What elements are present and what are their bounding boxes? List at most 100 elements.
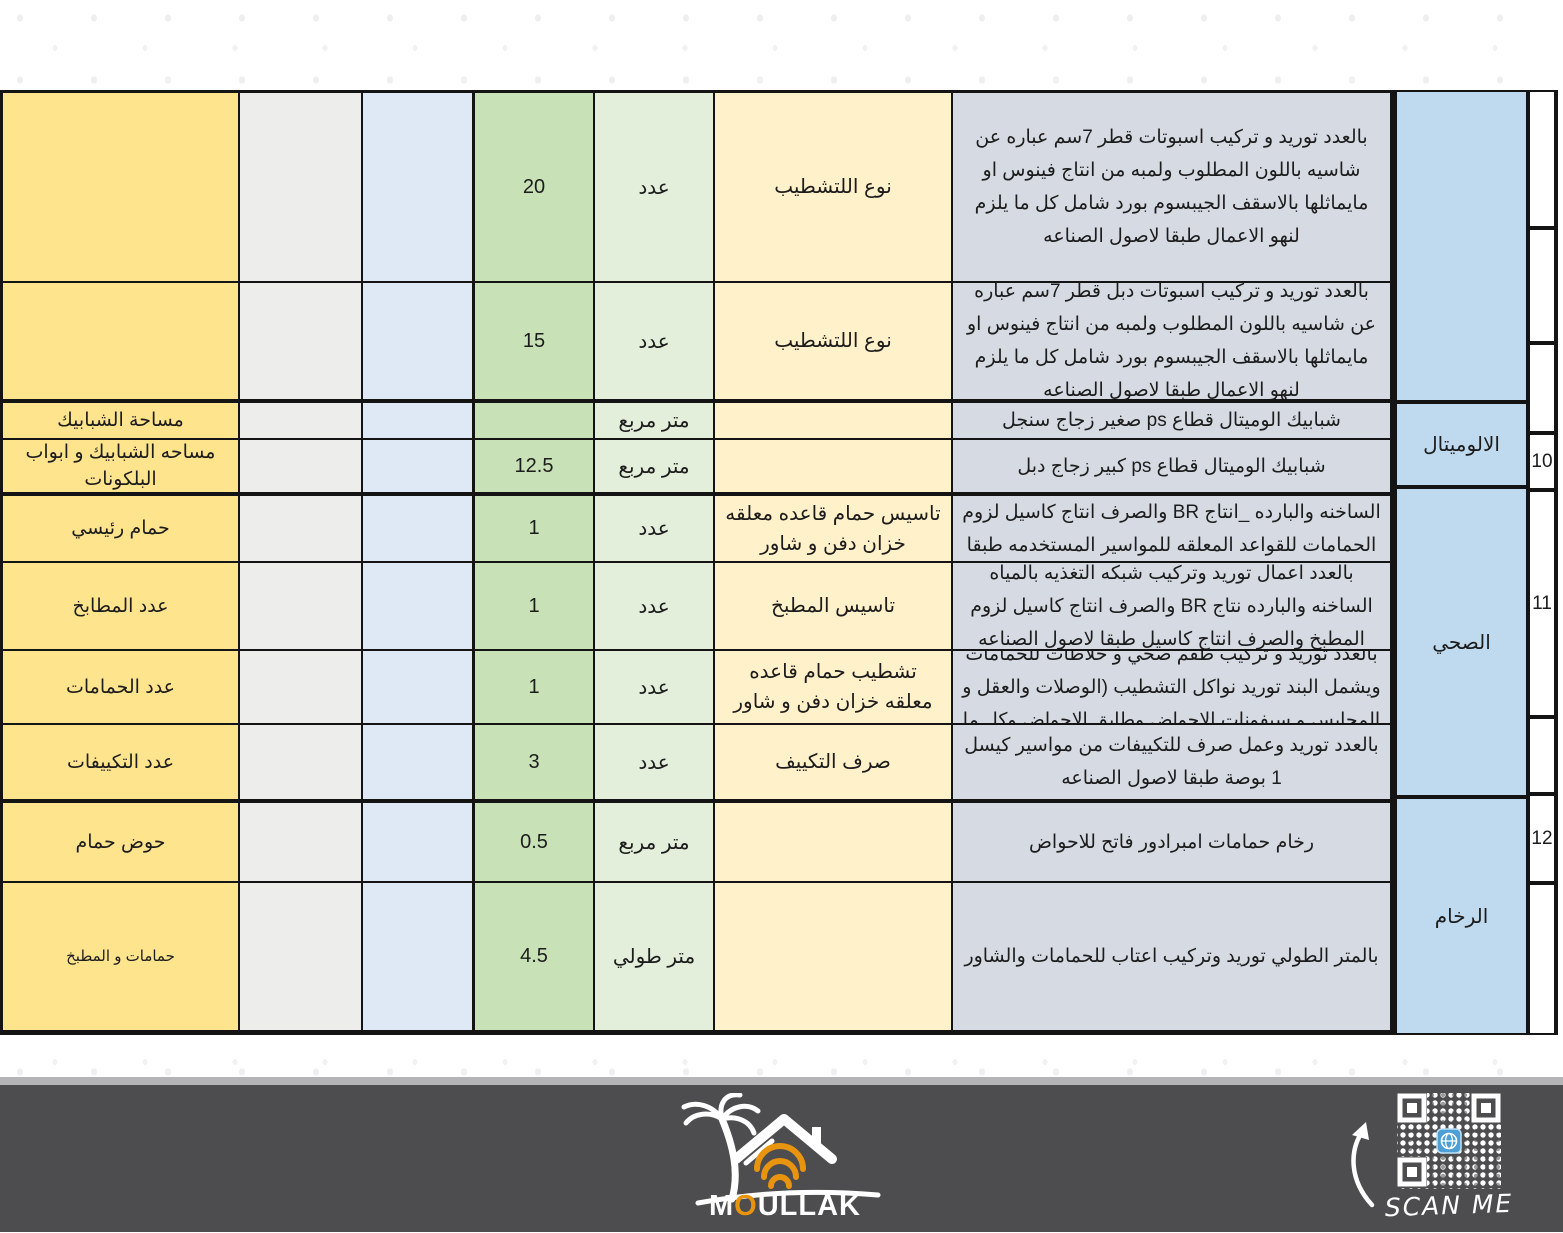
- quantity-cell: 4.5: [475, 883, 595, 1032]
- empty-cell: [363, 93, 475, 283]
- quantity-cell: [475, 403, 595, 440]
- item-label-cell: [3, 93, 240, 283]
- house-roof-icon: [731, 1114, 837, 1166]
- empty-cell: [240, 725, 363, 803]
- index-cell-10: 10: [1528, 433, 1558, 490]
- item-type-cell: [715, 883, 953, 1032]
- unit-cell: عدد: [595, 93, 715, 283]
- wifi-icon: [754, 1143, 806, 1189]
- scan-me-label: SCAN ME: [1384, 1188, 1514, 1223]
- brand-letters: ULLAK: [757, 1190, 861, 1222]
- quantity-cell: 12.5: [475, 440, 595, 496]
- description-cell: بالمتر الطولي توريد وتركيب اعتاب للحماما…: [953, 883, 1392, 1032]
- moullak-logo: MOULLAK: [660, 1092, 910, 1228]
- unit-cell: عدد: [595, 283, 715, 403]
- item-label-cell: حمامات و المطبخ: [3, 883, 240, 1032]
- empty-cell: [363, 403, 475, 440]
- arrow-icon: [1351, 1122, 1375, 1208]
- description-cell: شبابيك الوميتال قطاع ps كبير زجاج دبل: [953, 440, 1392, 496]
- description-cell: بالعدد اعمال توريد وتركيب شبكه التغذيه ب…: [953, 496, 1392, 563]
- unit-cell: عدد: [595, 563, 715, 651]
- quantity-cell: 1: [475, 563, 595, 651]
- unit-cell: متر مربع: [595, 803, 715, 883]
- description-cell: شبابيك الوميتال قطاع ps صغير زجاج سنجل: [953, 403, 1392, 440]
- item-type-cell: تاسيس المطبخ: [715, 563, 953, 651]
- item-label-cell: [3, 283, 240, 403]
- category-cell: [1395, 90, 1528, 402]
- index-cell: [1528, 228, 1558, 343]
- category-cell-sanitary: الصحي: [1395, 487, 1528, 797]
- empty-cell: [240, 496, 363, 563]
- qr-code-icon: [1397, 1093, 1501, 1189]
- category-cell-marble: الرخام: [1395, 797, 1528, 1035]
- empty-cell: [240, 93, 363, 283]
- quantity-cell: 1: [475, 651, 595, 725]
- item-type-cell: صرف التكييف: [715, 725, 953, 803]
- index-cell: [1528, 717, 1558, 794]
- item-label-cell: عدد الحمامات: [3, 651, 240, 725]
- description-cell: بالعدد توريد و تركيب طقم صحي و خلاطات لل…: [953, 651, 1392, 725]
- boq-table: 20 عدد نوع اللتشطيب بالعدد توريد و تركيب…: [0, 90, 1395, 1035]
- item-label-cell: حمام رئيسي: [3, 496, 240, 563]
- category-cell-aluminum: الالوميتال: [1395, 402, 1528, 487]
- empty-cell: [363, 563, 475, 651]
- item-label-cell: عدد المطابخ: [3, 563, 240, 651]
- qr-finder-patterns: [1397, 1093, 1501, 1187]
- empty-cell: [240, 803, 363, 883]
- description-cell: بالعدد توريد وعمل صرف للتكييفات من مواسي…: [953, 725, 1392, 803]
- index-cell: [1528, 343, 1558, 433]
- empty-cell: [363, 496, 475, 563]
- quantity-cell: 15: [475, 283, 595, 403]
- empty-cell: [363, 651, 475, 725]
- item-type-cell: تشطيب حمام قاعده معلقه خزان دفن و شاور: [715, 651, 953, 725]
- unit-cell: عدد: [595, 725, 715, 803]
- item-label-cell: مساحة الشبابيك: [3, 403, 240, 440]
- unit-cell: متر مربع: [595, 403, 715, 440]
- empty-cell: [363, 883, 475, 1032]
- empty-cell: [363, 725, 475, 803]
- unit-cell: عدد: [595, 496, 715, 563]
- item-type-cell: نوع اللتشطيب: [715, 283, 953, 403]
- unit-cell: متر طولي: [595, 883, 715, 1032]
- item-type-cell: نوع اللتشطيب: [715, 93, 953, 283]
- globe-icon: [1436, 1128, 1462, 1154]
- description-cell: بالعدد توريد و تركيب اسبوتات دبل قطر 7سم…: [953, 283, 1392, 403]
- empty-cell: [240, 651, 363, 725]
- empty-cell: [363, 803, 475, 883]
- index-cell-11: 11: [1528, 490, 1558, 717]
- quantity-cell: 0.5: [475, 803, 595, 883]
- logo-graphic-icon: [681, 1092, 881, 1206]
- qr-code-block: SCAN ME: [1383, 1091, 1515, 1229]
- empty-cell: [363, 440, 475, 496]
- quantity-cell: 20: [475, 93, 595, 283]
- footer-bar: MOULLAK: [0, 1085, 1563, 1232]
- index-cell-12: 12: [1528, 794, 1558, 883]
- item-type-cell: تاسيس حمام قاعده معلقه خزان دفن و شاور: [715, 496, 953, 563]
- unit-cell: عدد: [595, 651, 715, 725]
- empty-cell: [363, 283, 475, 403]
- index-cell: [1528, 883, 1558, 1035]
- item-type-cell: [715, 440, 953, 496]
- description-cell: بالعدد توريد و تركيب اسبوتات قطر 7سم عبا…: [953, 93, 1392, 283]
- footer-top-strip: [0, 1077, 1563, 1085]
- brand-name: MOULLAK: [660, 1190, 910, 1223]
- description-cell: بالعدد اعمال توريد وتركيب شبكه التغذيه ب…: [953, 563, 1392, 651]
- item-label-cell: حوض حمام: [3, 803, 240, 883]
- quantity-cell: 1: [475, 496, 595, 563]
- empty-cell: [240, 403, 363, 440]
- unit-cell: متر مربع: [595, 440, 715, 496]
- empty-cell: [240, 563, 363, 651]
- item-label-cell: عدد التكييفات: [3, 725, 240, 803]
- brand-letter: M: [709, 1190, 735, 1222]
- brand-letter-o: O: [734, 1190, 758, 1222]
- empty-cell: [240, 440, 363, 496]
- ground-swoosh: [695, 1189, 881, 1206]
- item-label-cell: مساحه الشبابيك و ابواب البلكونات: [3, 440, 240, 496]
- index-cell: [1528, 90, 1558, 228]
- item-type-cell: [715, 803, 953, 883]
- quantity-cell: 3: [475, 725, 595, 803]
- item-type-cell: [715, 403, 953, 440]
- empty-cell: [240, 283, 363, 403]
- description-cell: رخام حمامات امبرادور فاتح للاحواض: [953, 803, 1392, 883]
